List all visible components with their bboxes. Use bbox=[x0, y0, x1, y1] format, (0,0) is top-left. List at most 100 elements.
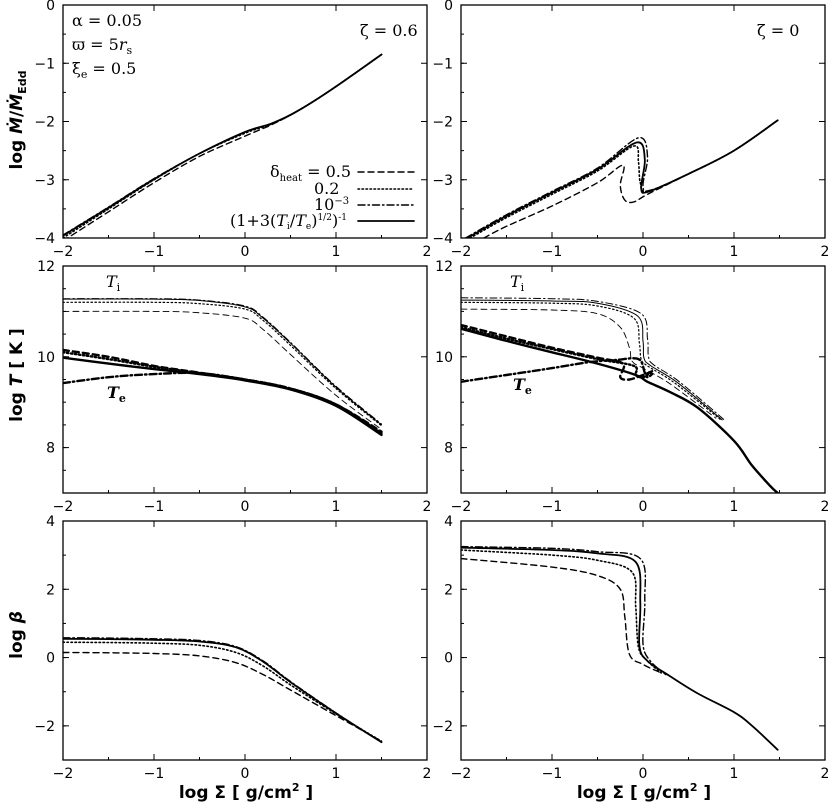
x-tick-label: −1 bbox=[144, 499, 165, 515]
x-tick-label: −2 bbox=[53, 499, 74, 515]
series-line-3 bbox=[466, 119, 779, 238]
x-tick-label: 1 bbox=[730, 766, 739, 782]
series-line-2 bbox=[461, 545, 667, 676]
x-tick-label: 2 bbox=[821, 499, 830, 515]
y-tick-label: 10 bbox=[435, 350, 453, 366]
y-tick-label: −3 bbox=[34, 173, 55, 189]
x-tick-label: 1 bbox=[332, 499, 341, 515]
x-tick-label: 2 bbox=[423, 766, 432, 782]
y-tick-label: −1 bbox=[34, 56, 55, 72]
series-line-3 bbox=[63, 637, 383, 744]
panel-bottom-right: −2 −1 0 1 2 4 2 0 −2 bbox=[432, 514, 829, 782]
x-tick-label: 0 bbox=[639, 766, 648, 782]
y-tick-label: −4 bbox=[432, 231, 453, 247]
series-line-7 bbox=[63, 356, 383, 437]
varpi-annotation: ϖ = 5rs bbox=[72, 35, 132, 57]
series-group bbox=[63, 637, 383, 744]
series-line-2 bbox=[461, 297, 726, 421]
x-tick-label: −1 bbox=[144, 766, 165, 782]
y-tick-label: −2 bbox=[34, 719, 55, 735]
x-tick-label: 0 bbox=[639, 499, 648, 515]
series-line-0 bbox=[63, 651, 383, 742]
alpha-annotation: α = 0.05 bbox=[72, 11, 142, 30]
series-line-7 bbox=[461, 327, 779, 493]
series-line-0 bbox=[63, 310, 382, 430]
zeta-annotation-right: ζ = 0 bbox=[757, 21, 799, 40]
x-tick-label: −1 bbox=[542, 244, 563, 260]
x-tick-label: −2 bbox=[451, 244, 472, 260]
axis-labels: log Ṁ/ṀEdd log T [ K ] log β log Σ [ g/c… bbox=[5, 71, 711, 803]
panel-bottom-left: −2 −1 0 1 2 4 2 0 −2 bbox=[34, 514, 431, 782]
plot-frame bbox=[62, 520, 428, 761]
y-tick-label: −4 bbox=[34, 231, 55, 247]
x-tick-label: −1 bbox=[144, 244, 165, 260]
series-line-3 bbox=[63, 298, 382, 426]
y-tick-label: 2 bbox=[444, 582, 453, 598]
y-tick-label: 4 bbox=[444, 514, 453, 530]
x-tick-label: 0 bbox=[241, 766, 250, 782]
series-group bbox=[63, 298, 383, 437]
y-tick-label: −3 bbox=[432, 173, 453, 189]
series-line-3 bbox=[461, 299, 723, 421]
y-tick-label: 10 bbox=[37, 350, 55, 366]
x-tick-label: 2 bbox=[821, 766, 830, 782]
x-tick-label: 1 bbox=[332, 244, 341, 260]
x-tick-label: 2 bbox=[423, 499, 432, 515]
series-line-3 bbox=[63, 53, 383, 237]
y-axis-label-mdot: log Ṁ/ṀEdd bbox=[5, 71, 29, 170]
legend-label-3: (1+3(Ti/Te)1/2)-1 bbox=[230, 211, 347, 232]
panel-top-right: −2 −1 0 1 2 0 −1 −2 −3 −4 bbox=[432, 0, 829, 260]
y-axis-label-beta: log β bbox=[7, 611, 27, 659]
x-tick-label: −2 bbox=[53, 766, 74, 782]
y-tick-label: 4 bbox=[46, 514, 55, 530]
xi-annotation: ξe = 0.5 bbox=[72, 59, 136, 81]
ti-label-left: Ti bbox=[106, 272, 121, 294]
series-line-0 bbox=[461, 308, 717, 419]
series-line-2 bbox=[63, 637, 383, 743]
x-tick-label: 2 bbox=[821, 244, 830, 260]
y-tick-label: 0 bbox=[46, 651, 55, 667]
x-tick-label: −2 bbox=[53, 244, 74, 260]
x-tick-label: 2 bbox=[423, 244, 432, 260]
series-group bbox=[461, 545, 779, 751]
series-line-0 bbox=[483, 119, 779, 238]
x-tick-label: −1 bbox=[542, 766, 563, 782]
y-tick-label: 8 bbox=[444, 441, 453, 457]
series-line-1 bbox=[461, 301, 721, 421]
series-line-0 bbox=[461, 557, 662, 674]
y-tick-label: 0 bbox=[444, 0, 453, 14]
y-axis-label-temperature: log T [ K ] bbox=[7, 328, 27, 422]
x-tick-label: 1 bbox=[332, 766, 341, 782]
y-tick-label: 12 bbox=[435, 259, 453, 275]
series-line-1 bbox=[469, 119, 779, 238]
x-tick-label: 0 bbox=[241, 244, 250, 260]
y-tick-label: 12 bbox=[37, 259, 55, 275]
series-line-6 bbox=[461, 357, 654, 383]
ti-label-right: Ti bbox=[510, 272, 525, 294]
y-tick-label: 2 bbox=[46, 582, 55, 598]
x-tick-label: 1 bbox=[730, 499, 739, 515]
y-tick-label: −1 bbox=[432, 56, 453, 72]
x-axis-label-left: log Σ [ g/cm2 ] bbox=[179, 781, 313, 803]
legend: δheat = 0.5 0.2 10−3 (1+3(Ti/Te)1/2)-1 bbox=[230, 162, 415, 232]
y-tick-label: −2 bbox=[34, 115, 55, 131]
te-label-right: Te bbox=[513, 375, 532, 397]
series-line-1 bbox=[63, 301, 383, 427]
series-group bbox=[464, 119, 779, 238]
te-label-left: Te bbox=[107, 383, 126, 405]
y-tick-label: 0 bbox=[46, 0, 55, 14]
x-tick-label: −1 bbox=[542, 499, 563, 515]
series-line-3 bbox=[461, 546, 779, 751]
x-tick-label: 0 bbox=[241, 499, 250, 515]
legend-label-1: 0.2 bbox=[314, 179, 339, 198]
zeta-annotation-left: ζ = 0.6 bbox=[360, 21, 418, 40]
series-group bbox=[63, 53, 383, 238]
x-tick-label: 1 bbox=[730, 244, 739, 260]
series-line-1 bbox=[63, 641, 383, 742]
x-tick-label: −2 bbox=[451, 499, 472, 515]
series-group bbox=[461, 297, 779, 493]
y-tick-label: −2 bbox=[432, 719, 453, 735]
